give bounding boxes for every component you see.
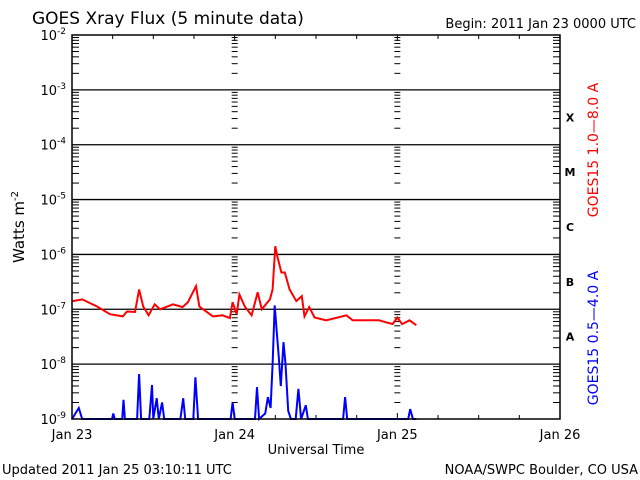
series-long-wavelength xyxy=(72,246,417,327)
flare-class-M: M xyxy=(565,166,576,179)
flare-class-C: C xyxy=(566,221,574,234)
y-tick-exp: -5 xyxy=(57,192,66,202)
legend-blue: GOES15 0.5—4.0 A xyxy=(586,270,602,405)
y-tick-base: 10 xyxy=(40,248,57,263)
legend-red: GOES15 1.0—8.0 A xyxy=(586,82,602,217)
x-tick-label: Jan 26 xyxy=(539,428,581,443)
y-tick-exp: -3 xyxy=(57,82,66,92)
x-tick-label: Jan 25 xyxy=(376,428,418,443)
y-tick-label: 10-5 xyxy=(40,192,66,209)
grid xyxy=(72,89,560,365)
plot-frame xyxy=(71,34,561,420)
flare-class-A: A xyxy=(566,331,575,344)
y-tick-base: 10 xyxy=(40,139,57,154)
x-tick-label: Jan 23 xyxy=(51,428,93,443)
flare-class-X: X xyxy=(566,111,575,124)
y-tick-label: 10-6 xyxy=(40,246,66,263)
axis-ticks xyxy=(72,35,560,419)
flare-class-labels: X M C B A xyxy=(565,111,576,343)
y-tick-exp: -6 xyxy=(57,246,66,256)
x-axis-label: Universal Time xyxy=(268,443,365,458)
series-short-wavelength xyxy=(71,305,417,422)
y-tick-labels: 10-210-310-410-510-610-710-810-9 xyxy=(40,27,66,428)
y-tick-base: 10 xyxy=(40,194,57,209)
x-tick-labels: Jan 23 Jan 24 Jan 25 Jan 26 xyxy=(51,428,581,443)
chart-title: GOES Xray Flux (5 minute data) xyxy=(32,9,304,29)
updated-text: Updated 2011 Jan 25 03:10:11 UTC xyxy=(2,463,232,478)
y-tick-base: 10 xyxy=(40,303,57,318)
y-tick-label: 10-2 xyxy=(40,27,66,44)
y-tick-base: 10 xyxy=(40,358,57,373)
y-tick-label: 10-7 xyxy=(40,301,66,318)
x-tick-label: Jan 24 xyxy=(213,428,255,443)
begin-label: Begin: 2011 Jan 23 0000 UTC xyxy=(445,17,636,32)
y-tick-label: 10-3 xyxy=(40,82,66,99)
y-tick-exp: -4 xyxy=(57,137,66,147)
y-tick-base: 10 xyxy=(40,413,57,428)
series-lines xyxy=(71,246,417,422)
y-tick-exp: -2 xyxy=(57,27,66,37)
y-tick-label: 10-8 xyxy=(40,356,66,373)
y-tick-exp: -9 xyxy=(57,411,66,421)
y-tick-exp: -7 xyxy=(57,301,66,311)
y-tick-base: 10 xyxy=(40,29,57,44)
flare-class-B: B xyxy=(566,276,574,289)
credit-text: NOAA/SWPC Boulder, CO USA xyxy=(445,463,638,478)
y-tick-exp: -8 xyxy=(57,356,66,366)
y-tick-base: 10 xyxy=(40,84,57,99)
y-axis-label-exp: -2 xyxy=(10,191,21,201)
y-axis-label-text: Watts m xyxy=(10,201,28,263)
y-tick-label: 10-4 xyxy=(40,137,66,154)
y-axis-label: Watts m-2 xyxy=(10,191,28,263)
y-tick-label: 10-9 xyxy=(40,411,66,428)
